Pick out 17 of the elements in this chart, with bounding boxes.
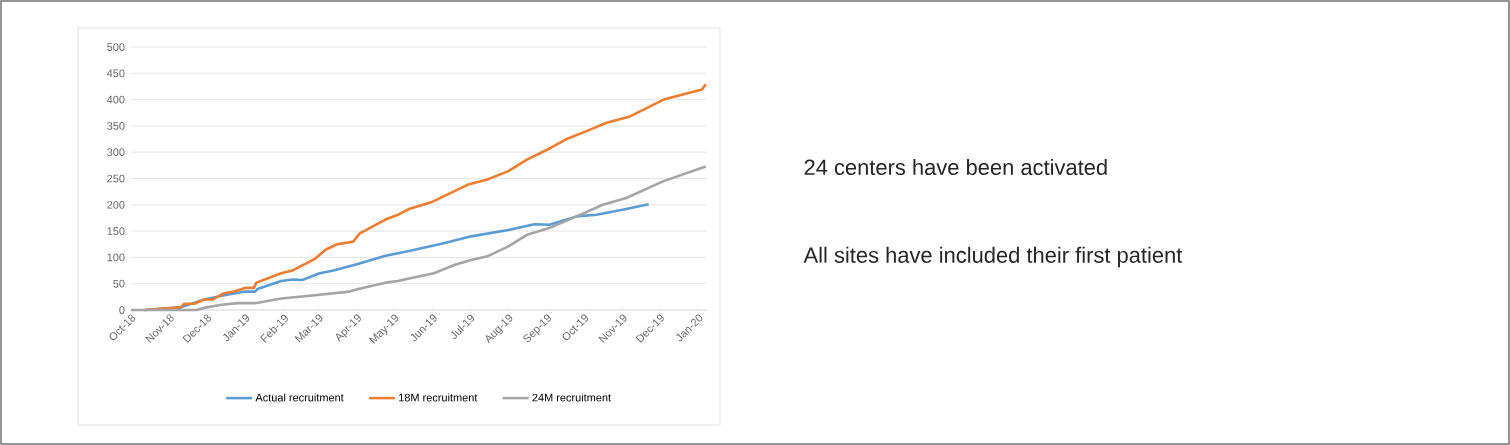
y-tick-label: 300 bbox=[107, 148, 125, 157]
y-tick-label: 500 bbox=[107, 43, 125, 51]
legend-label: Actual recruitment bbox=[255, 393, 344, 402]
y-tick-label: 250 bbox=[107, 174, 125, 183]
y-tick-label: 200 bbox=[107, 200, 125, 209]
line-series bbox=[129, 165, 708, 312]
text: All sites have included their first patient bbox=[803, 246, 1183, 268]
y-tick-label: 400 bbox=[106, 95, 125, 104]
y-tick-label: 0 bbox=[119, 306, 125, 314]
y-tick-label: 150 bbox=[107, 227, 125, 235]
legend-label: 24M recruitment bbox=[532, 393, 611, 402]
y-tick-label: 100 bbox=[107, 253, 125, 262]
y-tick-label: 350 bbox=[107, 122, 125, 130]
y-tick-label: 50 bbox=[113, 279, 125, 288]
text: 24 centers have been activated bbox=[804, 158, 1107, 176]
legend-label: 18M recruitment bbox=[399, 393, 478, 402]
y-tick-label: 450 bbox=[106, 69, 125, 78]
